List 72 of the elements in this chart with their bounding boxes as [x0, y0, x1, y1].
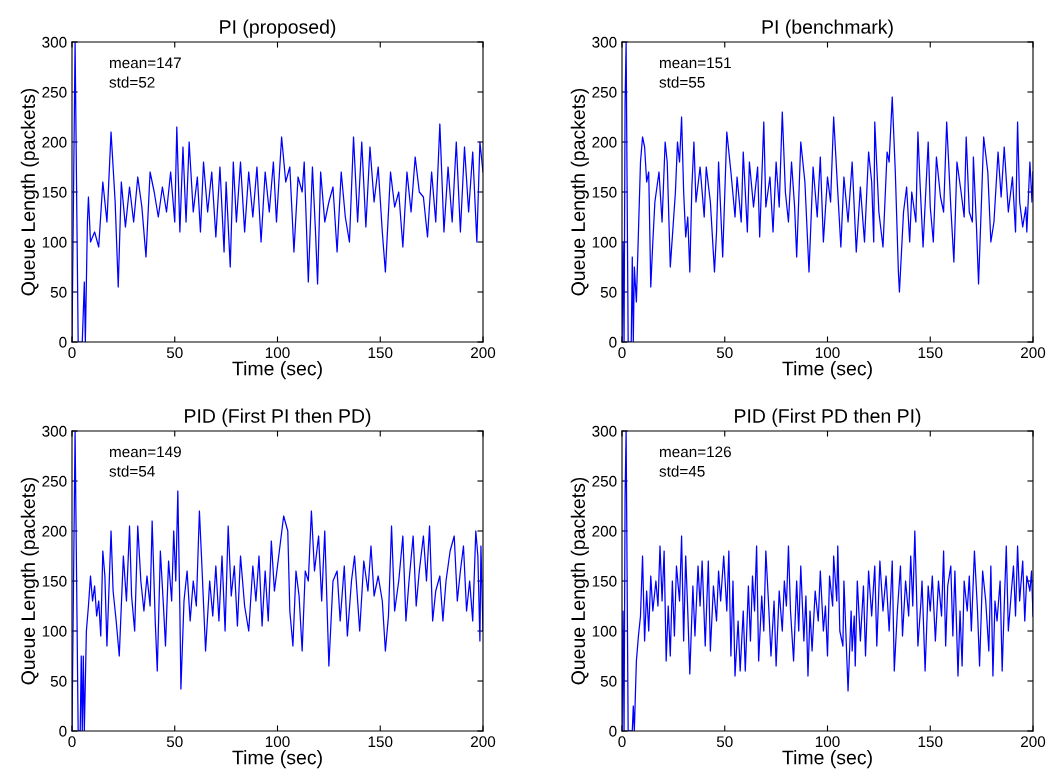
chart-title: PID (First PD then PI) [735, 408, 921, 427]
line-series [622, 431, 1033, 731]
y-tick-label: 150 [42, 575, 67, 587]
y-tick-label: 0 [609, 725, 617, 737]
y-tick-label: 0 [59, 336, 67, 348]
x-tick-label: 0 [68, 347, 76, 359]
y-axis-title: Queue Length (packets) [20, 477, 39, 685]
x-tick-label: 0 [68, 736, 76, 748]
y-tick-label: 150 [592, 186, 617, 198]
annotation: mean=149 [110, 446, 181, 458]
x-tick-label: 100 [815, 736, 840, 748]
x-axis-title: Time (sec) [232, 750, 322, 769]
line-series [72, 431, 483, 731]
x-axis-title: Time (sec) [232, 361, 322, 380]
x-tick-label: 200 [471, 736, 496, 748]
y-tick-label: 300 [42, 425, 67, 437]
y-tick-label: 0 [59, 725, 67, 737]
x-tick-label: 50 [166, 347, 183, 359]
y-axis-title: Queue Length (packets) [570, 477, 589, 685]
y-tick-label: 250 [42, 475, 67, 487]
x-tick-label: 200 [1021, 347, 1046, 359]
x-tick-label: 100 [265, 347, 290, 359]
y-tick-label: 300 [42, 36, 67, 48]
x-axis-title: Time (sec) [782, 361, 872, 380]
annotation: mean=147 [110, 57, 181, 69]
annotation: std=55 [659, 76, 705, 88]
x-tick-label: 100 [815, 347, 840, 359]
x-tick-label: 0 [618, 736, 626, 748]
y-tick-label: 150 [42, 186, 67, 198]
x-tick-label: 50 [716, 347, 733, 359]
y-tick-label: 300 [592, 36, 617, 48]
y-tick-label: 100 [42, 625, 67, 637]
y-tick-label: 300 [592, 425, 617, 437]
x-tick-label: 200 [1021, 736, 1046, 748]
x-tick-label: 200 [471, 347, 496, 359]
x-tick-label: 0 [618, 347, 626, 359]
annotation: mean=126 [660, 446, 731, 458]
y-tick-label: 50 [600, 675, 617, 687]
y-tick-label: 250 [592, 86, 617, 98]
y-tick-label: 50 [50, 286, 67, 298]
chart-title: PI (benchmark) [762, 19, 893, 38]
annotation: std=54 [109, 465, 155, 477]
y-axis-title: Queue Length (packets) [570, 88, 589, 296]
annotation: std=45 [659, 465, 705, 477]
x-tick-label: 150 [368, 736, 393, 748]
y-tick-label: 250 [42, 86, 67, 98]
x-tick-label: 100 [265, 736, 290, 748]
y-tick-label: 50 [600, 286, 617, 298]
x-tick-label: 50 [716, 736, 733, 748]
annotation: std=52 [109, 76, 155, 88]
x-tick-label: 50 [166, 736, 183, 748]
y-tick-label: 200 [42, 525, 67, 537]
x-tick-label: 150 [918, 347, 943, 359]
y-tick-label: 100 [592, 625, 617, 637]
x-tick-label: 150 [368, 347, 393, 359]
line-series [622, 42, 1033, 342]
y-tick-label: 150 [592, 575, 617, 587]
chart-title: PID (First PI then PD) [185, 408, 371, 427]
chart-title: PI (proposed) [220, 19, 336, 38]
y-tick-label: 50 [50, 675, 67, 687]
y-tick-label: 100 [592, 236, 617, 248]
x-axis-title: Time (sec) [782, 750, 872, 769]
y-tick-label: 250 [592, 475, 617, 487]
annotation: mean=151 [660, 57, 731, 69]
y-tick-label: 100 [42, 236, 67, 248]
y-axis-title: Queue Length (packets) [20, 88, 39, 296]
y-tick-label: 200 [592, 136, 617, 148]
line-series [72, 42, 483, 342]
y-tick-label: 0 [609, 336, 617, 348]
x-tick-label: 150 [918, 736, 943, 748]
y-tick-label: 200 [42, 136, 67, 148]
y-tick-label: 200 [592, 525, 617, 537]
